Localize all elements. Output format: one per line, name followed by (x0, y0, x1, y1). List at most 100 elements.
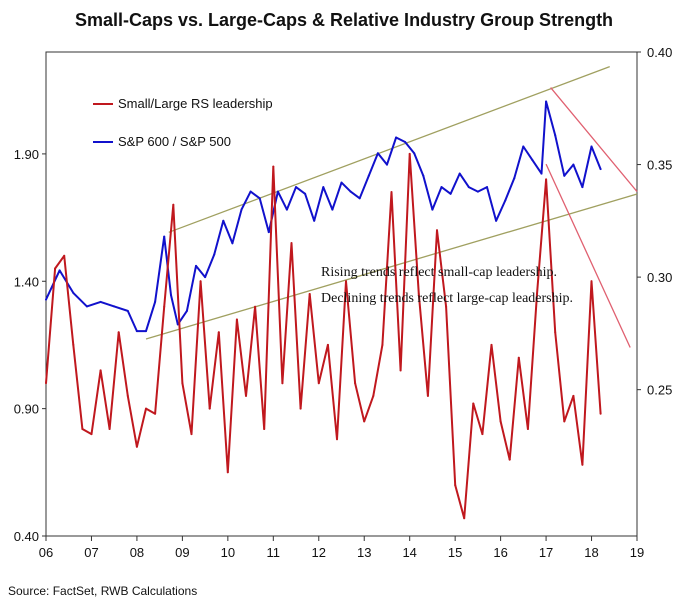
data-point (563, 174, 566, 177)
data-point (281, 382, 284, 385)
source-note: Source: FactSet, RWB Calculations (8, 584, 198, 598)
data-point (113, 305, 116, 308)
data-point (440, 186, 443, 189)
data-point (399, 369, 402, 372)
data-point (581, 463, 584, 466)
data-point (172, 203, 175, 206)
data-point (481, 433, 484, 436)
x-tick-label: 08 (130, 545, 144, 560)
data-point (135, 445, 138, 448)
data-point (272, 165, 275, 168)
data-point (190, 433, 193, 436)
data-point (176, 323, 179, 326)
data-point (313, 219, 316, 222)
x-tick-label: 07 (84, 545, 98, 560)
data-point (213, 253, 216, 256)
data-point (99, 300, 102, 303)
legend-label-ratio: S&P 600 / S&P 500 (118, 134, 231, 149)
data-point (154, 412, 157, 415)
legend-label-rs: Small/Large RS leadership (118, 96, 273, 111)
y-right-tick-label: 0.35 (647, 158, 672, 173)
data-point (267, 231, 270, 234)
data-point (449, 192, 452, 195)
data-point (145, 407, 147, 410)
data-point (72, 343, 75, 346)
data-point (181, 382, 184, 385)
data-point (431, 208, 434, 211)
data-point (349, 190, 352, 193)
data-point (63, 254, 66, 257)
data-point (395, 136, 398, 139)
data-point (154, 300, 157, 303)
x-tick-label: 09 (175, 545, 189, 560)
data-point (331, 208, 334, 211)
data-point (545, 178, 548, 181)
data-point (540, 172, 543, 175)
data-point (208, 407, 211, 410)
annotation-line-1: Rising trends reflect small-cap leadersh… (321, 265, 557, 280)
data-point (490, 343, 493, 346)
trendlines (145, 66, 638, 348)
data-point (545, 100, 548, 103)
data-point (222, 219, 225, 222)
series-line-sp600-sp500 (45, 100, 602, 333)
data-point (254, 305, 257, 308)
data-point (386, 163, 388, 166)
data-point (531, 159, 534, 162)
data-point (376, 152, 379, 155)
data-point (581, 186, 584, 189)
data-point (204, 276, 207, 279)
x-tick-label: 19 (630, 545, 644, 560)
trendline (550, 87, 638, 192)
data-point (199, 280, 202, 283)
trendline (145, 193, 638, 340)
data-point (463, 517, 466, 520)
data-point (554, 331, 557, 334)
data-point (163, 235, 166, 238)
data-point (572, 394, 575, 397)
data-point (354, 382, 357, 385)
data-point (126, 394, 129, 397)
data-point (81, 428, 84, 430)
data-point (513, 177, 516, 180)
data-point (217, 331, 220, 334)
data-point (526, 428, 529, 430)
y-left-tick-label: 0.90 (14, 402, 39, 417)
y-right-tick-label: 0.40 (647, 45, 672, 60)
data-point (263, 428, 266, 430)
data-point (245, 394, 247, 397)
data-point (126, 309, 129, 312)
x-tick-label: 06 (39, 545, 53, 560)
data-point (295, 186, 297, 189)
chart-title: Small-Caps vs. Large-Caps & Relative Ind… (74, 10, 614, 30)
data-point (417, 293, 420, 295)
data-point (54, 267, 57, 270)
data-point (258, 197, 261, 200)
x-tick-label: 13 (357, 545, 371, 560)
series-line-rs-leadership (45, 152, 602, 520)
x-tick-label: 14 (402, 545, 416, 560)
data-point (372, 394, 375, 397)
data-point (436, 229, 438, 232)
trendline (168, 66, 610, 233)
plot-frame (45, 51, 638, 537)
series-lines (45, 100, 602, 520)
data-point (317, 382, 320, 385)
data-point (426, 394, 429, 397)
y-right-tick-label: 0.30 (647, 270, 672, 285)
data-point (504, 199, 507, 202)
data-point (486, 186, 488, 189)
data-point (326, 343, 329, 346)
data-point (336, 438, 338, 441)
y-left-tick-label: 0.40 (14, 529, 39, 544)
x-tick-label: 12 (312, 545, 326, 560)
data-point (249, 190, 252, 193)
data-point (108, 428, 111, 430)
data-point (290, 242, 293, 245)
y-right-tick-label: 0.25 (647, 383, 672, 398)
legend: Small/Large RS leadership S&P 600 / S&P … (93, 96, 273, 149)
data-point (276, 190, 279, 193)
data-point (299, 407, 302, 410)
data-point (599, 168, 602, 171)
